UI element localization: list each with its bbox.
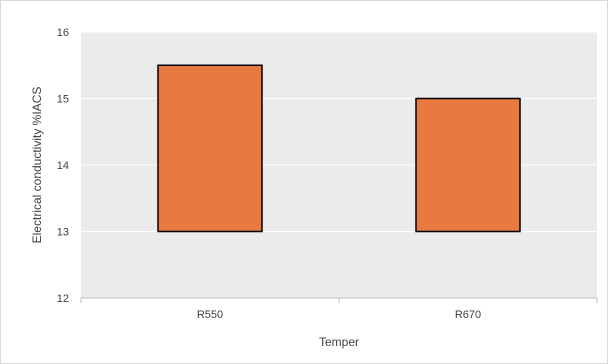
y-axis-title: Electrical conductivity %IACS <box>30 87 44 244</box>
bar-r670 <box>415 97 521 233</box>
y-tick-label: 16 <box>57 27 69 39</box>
x-tick-label: R670 <box>455 309 481 321</box>
x-axis-ticks <box>80 298 598 303</box>
y-tick-label: 14 <box>57 160 69 172</box>
y-tick-label: 12 <box>57 293 69 305</box>
x-axis-title: Temper <box>319 335 359 349</box>
x-tick-label: R550 <box>197 309 223 321</box>
y-tick-label: 15 <box>57 94 69 106</box>
bar-r550 <box>157 64 263 233</box>
y-tick-label: 13 <box>57 227 69 239</box>
bars <box>157 64 521 233</box>
y-axis-tick-labels: 12 13 14 15 16 <box>57 27 69 305</box>
x-axis-tick-labels: R550 R670 <box>197 309 481 321</box>
